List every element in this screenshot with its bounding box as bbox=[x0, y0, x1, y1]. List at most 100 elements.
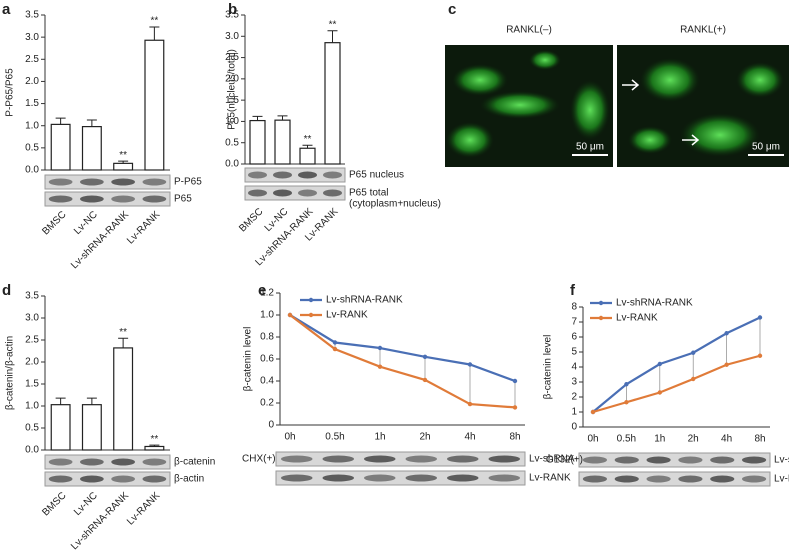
y-tick-label: 6 bbox=[571, 332, 577, 343]
y-tick-label: 2.0 bbox=[225, 73, 239, 84]
blot-label: β-actin bbox=[174, 474, 204, 485]
x-tick-label: 1h bbox=[654, 434, 665, 445]
x-tick-label: 0.5h bbox=[325, 432, 344, 443]
error-bar bbox=[327, 30, 338, 43]
y-tick-label: 1.0 bbox=[25, 401, 39, 412]
cell bbox=[570, 80, 610, 140]
x-tick-label: 1h bbox=[374, 432, 385, 443]
x-tick-label: 2h bbox=[688, 434, 699, 445]
error-bar bbox=[302, 144, 313, 149]
bar bbox=[113, 162, 134, 171]
blot-strip bbox=[44, 191, 171, 207]
point bbox=[287, 312, 293, 318]
blot-band bbox=[298, 171, 317, 179]
blot-band bbox=[646, 456, 671, 464]
legend-label: Lv-RANK bbox=[326, 310, 368, 321]
x-tick-label: Lv-RANK bbox=[125, 490, 162, 527]
blot-strip bbox=[578, 471, 771, 487]
y-tick-label: 3.0 bbox=[25, 313, 39, 324]
y-tick-label: 3.0 bbox=[25, 32, 39, 43]
blot-band bbox=[48, 475, 73, 483]
bar bbox=[50, 123, 71, 171]
x-tick-label: Lv-NC bbox=[72, 209, 100, 237]
x-tick-label: Lv-RANK bbox=[125, 209, 162, 246]
blot-strip bbox=[275, 451, 526, 467]
x-tick-label: BMSC bbox=[237, 206, 265, 234]
y-tick-label: 1.0 bbox=[225, 116, 239, 127]
cell bbox=[529, 50, 561, 70]
panel-letter: e bbox=[258, 282, 266, 299]
legend-label: Lv-shRNA-RANK bbox=[326, 295, 403, 306]
y-tick-label: 0 bbox=[268, 420, 274, 431]
blot-band bbox=[710, 475, 735, 483]
blot-band bbox=[248, 189, 267, 197]
y-axis-label: P65(nucleus/total) bbox=[227, 49, 238, 130]
error-bar bbox=[55, 117, 66, 125]
y-tick-label: 4 bbox=[571, 362, 577, 373]
blot-band bbox=[273, 189, 292, 197]
x-tick-label: BMSC bbox=[40, 490, 68, 518]
error-bar bbox=[149, 26, 160, 41]
error-bar bbox=[149, 444, 160, 447]
blot-band bbox=[322, 474, 355, 482]
blot-band bbox=[273, 171, 292, 179]
point bbox=[467, 401, 473, 407]
error-bar bbox=[86, 119, 97, 127]
treatment-label: CHX(+) bbox=[242, 454, 276, 465]
bar bbox=[81, 404, 102, 451]
error-bar bbox=[55, 397, 66, 405]
blot-label: Lv-shRNA-RANK bbox=[529, 454, 606, 465]
bar bbox=[144, 39, 165, 171]
bar bbox=[274, 119, 291, 165]
blot-label: (cytoplasm+nucleus) bbox=[349, 199, 441, 210]
point bbox=[724, 331, 729, 336]
blot-band bbox=[323, 171, 342, 179]
bar bbox=[113, 347, 134, 451]
panel-letter: c bbox=[448, 1, 456, 18]
blot-label: P65 total bbox=[349, 188, 388, 199]
legend-label: Lv-shRNA-RANK bbox=[616, 298, 693, 309]
image-title: RANKL(–) bbox=[506, 25, 552, 36]
point bbox=[332, 346, 338, 352]
point bbox=[377, 364, 383, 369]
blot-band bbox=[80, 475, 104, 483]
error-bar bbox=[118, 160, 129, 164]
y-tick-label: 3.0 bbox=[225, 31, 239, 42]
bar bbox=[249, 119, 266, 165]
bar bbox=[81, 125, 102, 171]
blot-band bbox=[488, 474, 521, 482]
x-tick-label: Lv-shRNA-RANK bbox=[69, 490, 131, 551]
x-tick-label: 2h bbox=[419, 432, 430, 443]
x-tick-label: 0h bbox=[587, 434, 598, 445]
blot-band bbox=[363, 455, 396, 463]
cell bbox=[640, 58, 700, 102]
y-tick-label: 0.0 bbox=[25, 445, 39, 456]
blot-band bbox=[323, 189, 342, 197]
y-tick-label: 1.5 bbox=[225, 95, 239, 106]
blot-band bbox=[582, 475, 608, 483]
blot-band bbox=[614, 475, 639, 483]
error-bar bbox=[86, 397, 97, 405]
blot-band bbox=[363, 474, 396, 482]
panel-letter: b bbox=[228, 1, 237, 18]
legend-marker bbox=[598, 300, 604, 306]
image-title: RANKL(+) bbox=[680, 25, 726, 36]
blot-label: P-P65 bbox=[174, 177, 202, 188]
panel-letter: a bbox=[2, 1, 11, 18]
cell bbox=[680, 113, 760, 157]
y-tick-label: 0.2 bbox=[260, 398, 274, 409]
blot-strip bbox=[578, 452, 771, 468]
blot-band bbox=[405, 474, 438, 482]
y-tick-label: 2.5 bbox=[25, 54, 39, 65]
cell bbox=[480, 91, 560, 119]
significance: ** bbox=[150, 16, 158, 27]
blot-band bbox=[488, 455, 521, 463]
point bbox=[377, 345, 383, 351]
scale-label: 50 μm bbox=[752, 142, 780, 153]
y-axis-label: P-P65/P65 bbox=[5, 68, 16, 117]
point bbox=[691, 350, 696, 355]
panel-letter: d bbox=[2, 282, 11, 299]
blot-band bbox=[48, 195, 73, 203]
y-tick-label: 3.5 bbox=[25, 10, 39, 21]
scale-label: 50 μm bbox=[576, 142, 604, 153]
